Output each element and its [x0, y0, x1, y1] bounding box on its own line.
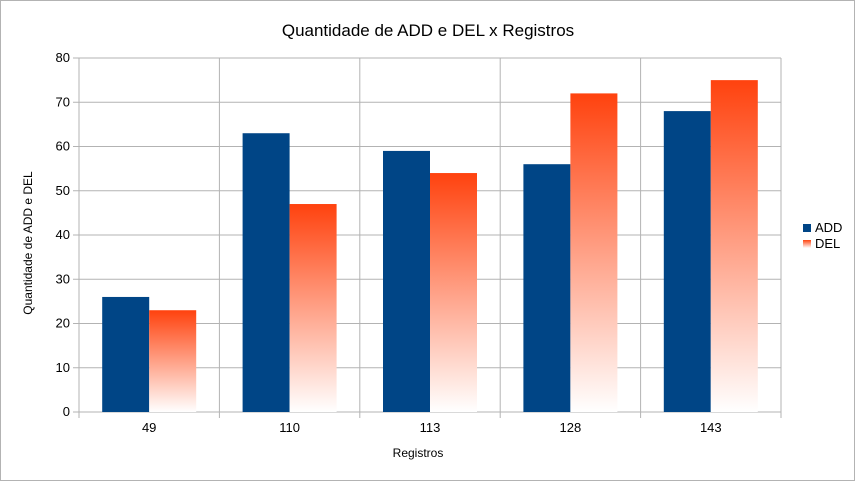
y-tick-label: 40 — [56, 227, 70, 242]
axes: 0 10 20 30 40 50 60 70 80 49 110 113 128 143 — [56, 50, 722, 435]
legend-swatch-del — [803, 240, 811, 248]
chart-title: Quantidade de ADD e DEL x Registros — [282, 21, 574, 40]
bar-add — [102, 296, 150, 412]
legend-swatch-add — [803, 224, 811, 232]
y-tick-label: 70 — [56, 94, 70, 109]
bars — [102, 80, 758, 413]
bar-del — [710, 80, 758, 412]
bar-add — [383, 150, 430, 413]
legend-label-del: DEL — [815, 236, 840, 251]
y-axis-title: Quantidade de ADD e DEL — [21, 171, 35, 315]
legend-label-add: ADD — [815, 220, 842, 235]
x-tick-label: 110 — [279, 420, 300, 435]
y-tick-label: 10 — [56, 360, 70, 375]
bar-add — [663, 111, 711, 412]
y-tick-label: 30 — [56, 271, 70, 286]
bar-add — [523, 164, 571, 412]
x-tick-label: 113 — [420, 420, 441, 435]
x-tick-label: 128 — [560, 420, 582, 435]
y-tick-label: 20 — [56, 316, 70, 331]
y-tick-label: 60 — [56, 139, 70, 154]
x-tick-label: 143 — [700, 420, 722, 435]
y-tick-label: 80 — [56, 50, 70, 65]
bar-del — [289, 204, 337, 412]
y-tick-label: 0 — [63, 404, 70, 419]
bar-del — [570, 93, 618, 413]
bar-del — [430, 173, 477, 412]
bar-del — [149, 310, 197, 412]
x-tick-label: 49 — [142, 420, 156, 435]
bar-add — [242, 133, 290, 412]
y-tick-label: 50 — [56, 183, 70, 198]
x-axis-title: Registros — [393, 446, 444, 460]
